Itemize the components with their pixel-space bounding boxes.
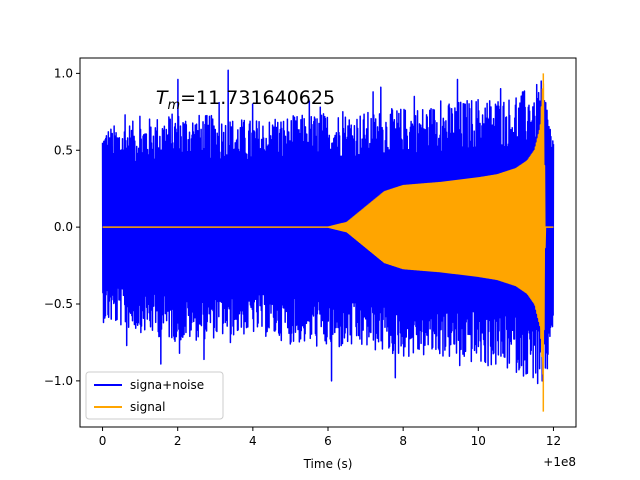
legend-label-noise: signa+noise: [130, 378, 204, 392]
y-tick-label: −0.5: [44, 297, 73, 311]
x-offset-label: +1e8: [543, 455, 576, 469]
y-tick-label: 0.5: [54, 143, 73, 157]
legend-label-signal: signal: [130, 400, 166, 414]
x-axis-label: Time (s): [303, 457, 353, 471]
merger-time-annotation: Tm=11.731640625: [156, 87, 335, 113]
x-tick-label: 12: [546, 434, 561, 448]
signal-series-line: [102, 73, 554, 412]
x-tick-label: 10: [471, 434, 486, 448]
plot-area: [101, 69, 555, 412]
y-tick-label: −1.0: [44, 374, 73, 388]
y-axis: −1.0 −0.5 0.0 0.5 1.0: [44, 66, 80, 388]
y-tick-label: 1.0: [54, 66, 73, 80]
x-tick-label: 0: [99, 434, 107, 448]
x-tick-label: 4: [249, 434, 257, 448]
y-tick-label: 0.0: [54, 220, 73, 234]
x-tick-label: 8: [399, 434, 407, 448]
legend: signa+noise signal: [85, 371, 224, 420]
x-tick-label: 2: [174, 434, 182, 448]
x-axis: 0 2 4 6 8 10 12: [99, 427, 561, 448]
x-tick-label: 6: [324, 434, 332, 448]
